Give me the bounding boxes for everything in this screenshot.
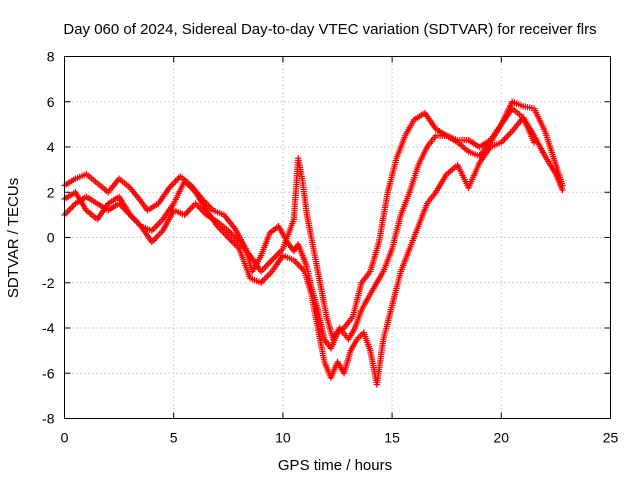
data-point-fill (154, 221, 162, 228)
data-point (268, 256, 276, 264)
x-tick-label: 5 (170, 430, 178, 446)
data-points (61, 98, 566, 388)
data-point-fill (260, 265, 268, 272)
chart-title: Day 060 of 2024, Sidereal Day-to-day VTE… (63, 21, 596, 38)
data-point-fill (264, 273, 271, 280)
data-point-fill (501, 136, 508, 143)
data-point (192, 200, 199, 207)
data-point-fill (504, 132, 511, 140)
x-tick-label: 10 (275, 430, 291, 446)
data-point-fill (154, 232, 162, 239)
data-point-fill (69, 203, 76, 210)
data-point-fill (156, 230, 163, 238)
data-point-fill (129, 214, 137, 222)
data-point-fill (262, 274, 269, 282)
y-tick-label: 8 (47, 49, 55, 65)
y-tick-label: -2 (42, 275, 55, 291)
data-point-fill (189, 203, 196, 210)
x-tick-label: 25 (603, 430, 619, 446)
x-tick-label: 15 (384, 430, 400, 446)
data-point (530, 139, 538, 146)
data-point-fill (293, 260, 301, 267)
data-point-fill (505, 131, 513, 138)
data-point-fill (153, 222, 160, 230)
data-point-fill (64, 208, 71, 215)
data-point-fill (65, 206, 73, 214)
data-point-fill (262, 263, 269, 270)
series-track-3 (61, 114, 538, 388)
data-point-fill (502, 134, 510, 141)
data-point-fill (169, 181, 176, 188)
x-tick-label: 20 (494, 430, 510, 446)
x-axis-label: GPS time / hours (278, 457, 392, 474)
data-point-fill (150, 225, 157, 233)
data-point-fill (133, 218, 140, 225)
data-point-fill (156, 219, 163, 226)
data-point-fill (267, 258, 274, 265)
axis-ticks: 0 5 10 15 20 25 -8 -6 -4 -2 0 2 4 6 8 (42, 49, 618, 446)
data-point-fill (153, 233, 160, 241)
y-tick-label: 2 (47, 184, 55, 200)
y-tick-label: -4 (42, 320, 55, 336)
data-point-fill (296, 263, 304, 270)
data-point-fill (265, 271, 273, 278)
data-point-fill (186, 206, 193, 214)
data-point-fill (170, 179, 178, 187)
data-point (559, 186, 566, 194)
data-point-fill (270, 255, 277, 262)
data-point-fill (131, 216, 138, 223)
data-point-fill (62, 210, 70, 217)
y-tick-label: -6 (42, 365, 55, 381)
data-point-fill (507, 129, 514, 136)
data-point-fill (295, 261, 302, 269)
data-point-fill (182, 210, 190, 217)
y-tick-label: 6 (47, 94, 55, 110)
data-point-fill (172, 178, 179, 185)
data-point-fill (298, 265, 305, 272)
data-point-fill (67, 205, 74, 212)
data-point-fill (259, 277, 266, 285)
data-point-fill (187, 205, 195, 212)
y-tick-label: -8 (42, 411, 55, 427)
y-tick-label: 0 (47, 230, 55, 246)
y-tick-label: 4 (47, 139, 55, 155)
data-point-fill (134, 219, 142, 227)
y-axis-label: SDTVAR / TECUs (5, 178, 22, 298)
data-point-fill (264, 261, 271, 269)
x-tick-label: 0 (61, 430, 69, 446)
data-point-fill (151, 235, 159, 242)
data-point-fill (265, 260, 273, 267)
